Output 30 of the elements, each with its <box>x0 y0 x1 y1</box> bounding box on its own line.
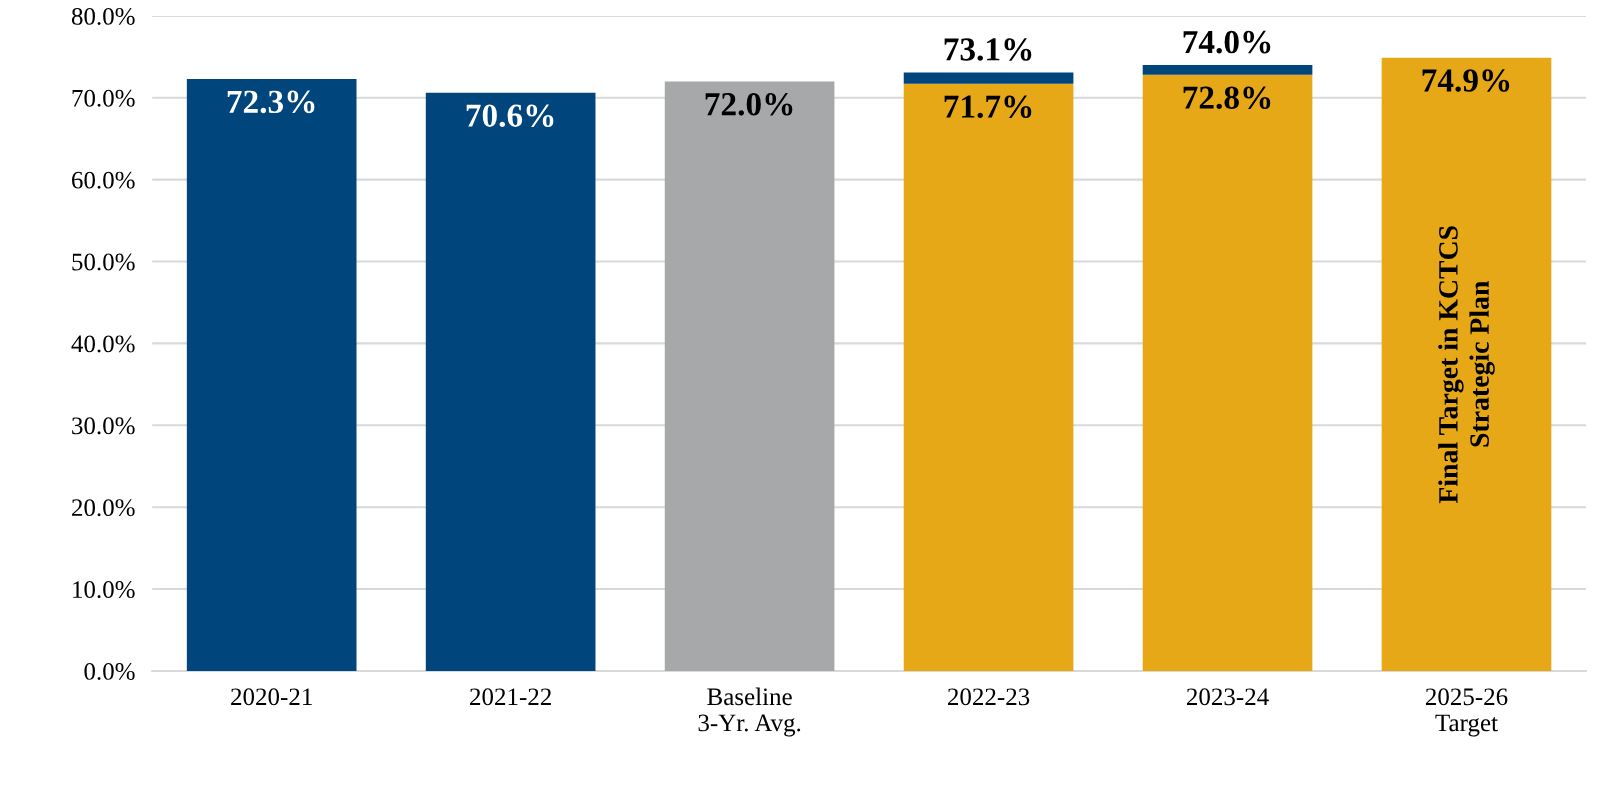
data-label: 72.3% <box>227 90 315 114</box>
data-label: 72.0% <box>705 92 793 116</box>
data-label: 74.9% <box>1422 69 1510 92</box>
x-tick-label: 2020-21 <box>231 688 312 706</box>
y-tick-label: 50.0% <box>72 253 135 271</box>
x-tick-label: Baseline 3-Yr. Avg. <box>698 687 801 737</box>
y-tick-label: 40.0% <box>71 335 135 353</box>
bar <box>903 83 1074 671</box>
bar <box>1142 65 1313 75</box>
x-tick-label: 2025-26 Target <box>1425 688 1508 737</box>
total-label: 73.1% <box>944 38 1032 61</box>
y-tick-label: 10.0% <box>73 581 135 599</box>
x-tick-label: 2023-24 <box>1186 688 1269 706</box>
y-tick-label: 70.0% <box>72 89 135 107</box>
x-tick-label: 2021-22 <box>470 688 551 706</box>
data-label: 71.7% <box>944 95 1032 119</box>
bar <box>664 81 835 671</box>
data-label: 72.8% <box>1183 86 1271 110</box>
bar <box>1381 57 1552 671</box>
total-label: 74.0% <box>1183 30 1271 54</box>
y-tick-label: 0.0% <box>84 662 135 680</box>
bar <box>903 72 1074 84</box>
data-label: 70.6% <box>466 104 554 128</box>
x-tick-label: 2022-23 <box>948 688 1030 706</box>
y-tick-label: 80.0% <box>71 7 135 25</box>
y-tick-label: 20.0% <box>72 499 135 517</box>
annotation: Final Target in KCTCS Strategic Plan <box>1438 226 1495 504</box>
y-tick-label: 30.0% <box>72 417 135 435</box>
y-tick-label: 60.0% <box>72 171 135 189</box>
bar <box>1142 74 1313 671</box>
